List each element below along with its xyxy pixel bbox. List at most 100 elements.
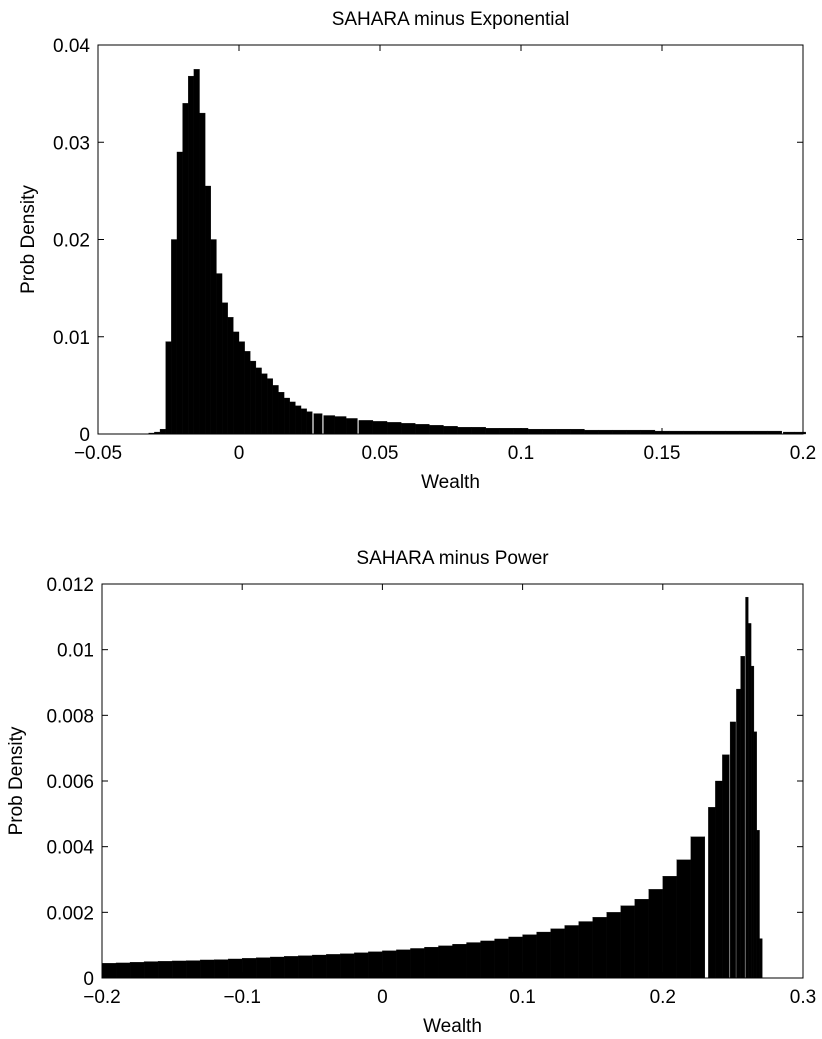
y-axis-label: Prob Density xyxy=(18,185,39,294)
chart-1: −0.05 0 0.05 0.1 0.15 0.200.010.020.030.04SAH… xyxy=(18,9,816,493)
histogram-bar xyxy=(193,69,200,435)
chart-title: SAHARA minus Power xyxy=(356,548,549,569)
histogram-bar xyxy=(690,836,706,979)
histogram-bar xyxy=(312,954,327,979)
x-axis-label: Wealth xyxy=(421,472,480,493)
histogram-bar xyxy=(129,962,145,979)
histogram-bar xyxy=(216,273,223,435)
histogram-bar xyxy=(323,415,336,435)
histogram-bar xyxy=(598,429,613,435)
histogram-bar xyxy=(740,656,745,979)
y-tick-label: 0.004 xyxy=(46,838,94,859)
histogram-bar xyxy=(676,859,691,979)
histogram-bars xyxy=(101,596,763,979)
chart-title: SAHARA minus Exponential xyxy=(332,9,570,30)
histogram-bar xyxy=(143,961,159,979)
y-tick-label: 0.01 xyxy=(53,328,90,349)
x-tick-label: −0.2 xyxy=(83,987,121,1008)
histogram-bar xyxy=(199,959,215,979)
x-tick-label: −0.05 xyxy=(74,443,122,464)
y-tick-label: 0.02 xyxy=(53,231,90,252)
histogram-bar xyxy=(527,428,543,435)
histogram-bar xyxy=(188,75,195,435)
histogram-bar xyxy=(358,420,374,435)
histogram-bar xyxy=(261,373,268,435)
histogram-bar xyxy=(227,317,234,435)
x-tick-label: 0 xyxy=(234,443,245,464)
histogram-bar xyxy=(115,962,131,979)
histogram-bar xyxy=(270,956,285,979)
histogram-bar xyxy=(256,957,271,979)
histogram-bar xyxy=(736,688,741,979)
histogram-bar xyxy=(340,953,355,979)
histogram-bar xyxy=(443,426,458,435)
histogram-bar xyxy=(368,951,383,979)
y-tick-label: 0.012 xyxy=(46,575,94,596)
histogram-bar xyxy=(584,429,599,435)
histogram-bar xyxy=(221,302,228,435)
histogram-bar xyxy=(564,925,579,979)
histogram-bar xyxy=(410,948,425,979)
histogram-bar xyxy=(626,429,642,435)
histogram-bar xyxy=(210,239,217,435)
histogram-bar xyxy=(640,429,656,435)
histogram-bar xyxy=(748,623,752,979)
histogram-bar xyxy=(480,940,495,979)
histogram-bar xyxy=(466,942,481,979)
histogram-bar xyxy=(313,413,323,435)
histogram-bar xyxy=(499,428,515,435)
x-tick-label: −0.1 xyxy=(223,987,261,1008)
histogram-bar xyxy=(157,961,173,979)
histogram-bar xyxy=(214,959,229,979)
histogram-bar xyxy=(250,360,257,435)
histogram-bar xyxy=(298,955,313,979)
histogram-bar xyxy=(255,367,262,435)
histogram-bar xyxy=(578,921,593,979)
histogram-bar xyxy=(233,331,240,435)
histogram-bar xyxy=(182,103,189,435)
histogram-bar xyxy=(242,958,257,979)
histogram-bar xyxy=(283,397,290,435)
histogram-bar xyxy=(267,378,273,435)
x-tick-label: 0.1 xyxy=(509,987,535,1008)
x-axis-label: Wealth xyxy=(423,1016,482,1037)
histogram-bar xyxy=(396,949,411,979)
histogram-bar xyxy=(228,958,243,979)
y-tick-label: 0.002 xyxy=(46,903,94,924)
histogram-bar xyxy=(662,876,677,979)
histogram-bar xyxy=(272,385,279,435)
y-tick-label: 0.04 xyxy=(53,36,90,57)
x-tick-label: 0.2 xyxy=(790,443,816,464)
histogram-bar xyxy=(326,954,341,979)
histogram-bar xyxy=(165,341,172,435)
histogram-bar xyxy=(508,936,523,979)
histogram-bar xyxy=(756,830,760,979)
y-tick-label: 0.03 xyxy=(53,133,90,154)
histogram-bar xyxy=(185,960,201,979)
histogram-bar xyxy=(759,938,763,979)
histogram-bar xyxy=(386,422,402,435)
y-tick-label: 0.01 xyxy=(57,641,94,662)
histogram-bar xyxy=(722,754,730,979)
histogram-bar xyxy=(570,428,585,435)
x-tick-label: 0.3 xyxy=(790,987,816,1008)
x-tick-label: 0 xyxy=(377,987,388,1008)
y-tick-label: 0 xyxy=(83,969,94,990)
histogram-bar xyxy=(238,341,245,435)
histogram-bar xyxy=(101,963,117,979)
histogram-bar xyxy=(708,807,716,979)
histogram-bar xyxy=(354,952,369,979)
x-tick-label: 0.05 xyxy=(362,443,399,464)
histogram-bar xyxy=(729,721,736,979)
histogram-bar xyxy=(244,351,251,435)
histogram-bar xyxy=(176,151,183,435)
histogram-bar xyxy=(306,411,313,435)
x-tick-label: 0.1 xyxy=(508,443,534,464)
histogram-bar xyxy=(556,428,571,435)
x-tick-label: 0.2 xyxy=(650,987,676,1008)
x-tick-label: 0.15 xyxy=(644,443,681,464)
histogram-bar xyxy=(171,960,187,979)
histogram-bar xyxy=(471,427,486,435)
histogram-bar xyxy=(745,596,749,979)
